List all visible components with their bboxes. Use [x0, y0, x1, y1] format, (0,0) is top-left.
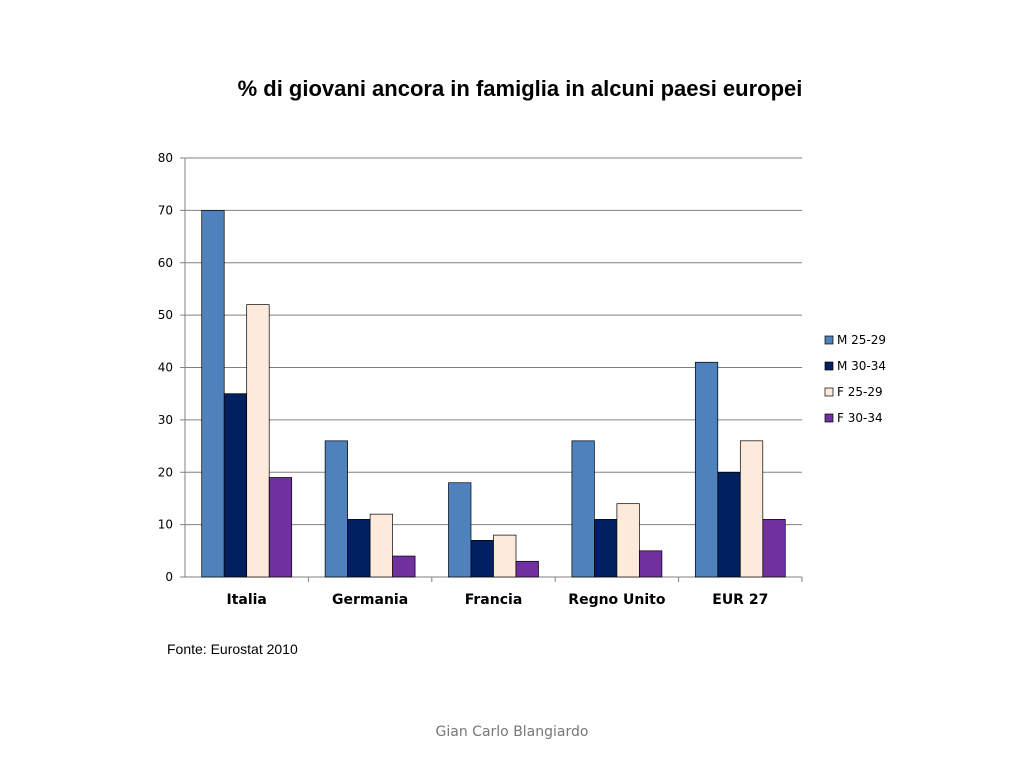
- source-note: Fonte: Eurostat 2010: [167, 641, 298, 657]
- bar: [268, 477, 293, 578]
- bar: [324, 440, 348, 578]
- legend-label: F 30-34: [837, 411, 883, 425]
- bar: [594, 519, 618, 578]
- legend-swatch: [824, 387, 834, 397]
- x-tick-label: Francia: [465, 592, 523, 608]
- y-tick-label: 70: [158, 203, 173, 217]
- legend-swatch: [824, 335, 834, 345]
- legend-label: M 25-29: [837, 333, 886, 347]
- author-footer: Gian Carlo Blangiardo: [435, 724, 589, 740]
- bar: [717, 471, 741, 578]
- y-tick-label: 40: [158, 361, 173, 375]
- y-tick-label: 50: [158, 308, 173, 322]
- bar: [762, 519, 786, 578]
- legend-swatch: [824, 361, 834, 371]
- y-tick-label: 80: [158, 151, 173, 165]
- x-tick-label: Germania: [332, 592, 408, 608]
- bar: [347, 519, 371, 578]
- y-tick-label: 60: [158, 256, 173, 270]
- bar: [639, 550, 663, 578]
- bar: [493, 534, 517, 578]
- bar: [739, 440, 764, 578]
- bar: [369, 513, 393, 578]
- bar: [616, 503, 640, 578]
- legend-label: F 25-29: [837, 385, 883, 399]
- x-tick-label: EUR 27: [712, 592, 768, 608]
- y-tick-label: 10: [158, 518, 173, 532]
- bar: [571, 440, 595, 578]
- legend-label: M 30-34: [837, 359, 886, 373]
- bar: [201, 210, 225, 578]
- y-tick-label: 30: [158, 413, 173, 427]
- y-tick-label: 20: [158, 465, 173, 479]
- bar: [515, 560, 539, 578]
- y-tick-label: 0: [165, 570, 173, 584]
- x-tick-label: Regno Unito: [568, 592, 666, 608]
- x-tick-label: Italia: [226, 592, 266, 608]
- bar: [392, 555, 416, 578]
- chart-title: % di giovani ancora in famiglia in alcun…: [237, 76, 803, 101]
- legend-swatch: [824, 413, 834, 423]
- bar: [246, 304, 270, 578]
- bar: [470, 539, 494, 578]
- bar: [223, 393, 248, 578]
- bar: [448, 482, 472, 578]
- bar: [694, 361, 719, 578]
